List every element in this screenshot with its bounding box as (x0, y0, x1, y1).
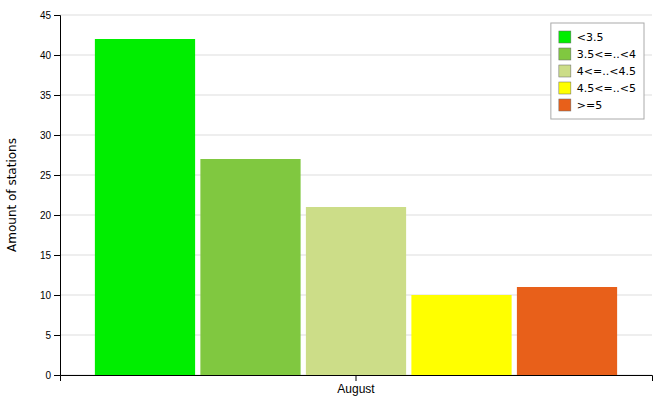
y-tick-mark (54, 95, 60, 96)
y-tick-label: 5 (45, 330, 51, 341)
y-tick-label: 25 (40, 170, 52, 181)
y-tick: 10 (40, 290, 60, 301)
bar (517, 287, 617, 375)
y-tick-mark (54, 135, 60, 136)
plot: 0 5 10 15 20 25 30 35 40 45 August <3.5 3.5<=..<4 4<=… (40, 10, 653, 396)
y-tick-label: 40 (40, 50, 52, 61)
y-tick: 15 (40, 250, 60, 261)
legend-label: 4<=..<4.5 (577, 65, 636, 78)
legend-item: >=5 (559, 99, 602, 112)
legend-swatch (559, 99, 571, 111)
x-axis: August (61, 375, 653, 396)
legend-label: >=5 (577, 99, 602, 112)
y-tick-mark (54, 15, 60, 16)
y-tick: 5 (45, 330, 60, 341)
legend-swatch (559, 31, 571, 43)
legend-item: 4.5<=..<5 (559, 82, 636, 95)
y-tick-mark (54, 375, 60, 376)
y-tick-mark (54, 215, 60, 216)
y-tick-mark (54, 335, 60, 336)
y-tick: 25 (40, 170, 60, 181)
y-tick-mark (54, 175, 60, 176)
legend-item: 3.5<=..<4 (559, 48, 636, 61)
y-tick-label: 30 (40, 130, 52, 141)
bar (411, 295, 511, 375)
legend-label: 3.5<=..<4 (577, 48, 636, 61)
y-tick: 35 (40, 90, 60, 101)
grid-line (60, 15, 652, 16)
y-tick: 45 (40, 10, 60, 21)
y-tick-label: 15 (40, 250, 52, 261)
x-tick: August (337, 375, 375, 396)
y-axis-line (54, 16, 61, 376)
y-tick-mark (54, 55, 60, 56)
legend-swatch (559, 82, 571, 94)
legend-box (551, 23, 644, 119)
y-tick-mark (54, 255, 60, 256)
grid (60, 15, 652, 375)
x-tick-label: August (337, 382, 375, 396)
bar (306, 207, 406, 375)
y-tick: 0 (45, 370, 60, 381)
y-tick: 40 (40, 50, 60, 61)
legend-label: <3.5 (577, 31, 604, 44)
legend-swatch (559, 65, 571, 77)
bar (95, 39, 195, 375)
legend-item: <3.5 (559, 31, 604, 44)
legend-swatch (559, 48, 571, 60)
y-tick-label: 10 (40, 290, 52, 301)
y-axis: 0 5 10 15 20 25 30 35 40 45 (40, 10, 61, 381)
legend: <3.5 3.5<=..<4 4<=..<4.5 4.5<=..<5 >=5 (551, 23, 644, 119)
bar (200, 159, 300, 375)
legend-label: 4.5<=..<5 (577, 82, 636, 95)
y-tick-label: 35 (40, 90, 52, 101)
y-tick-label: 0 (45, 370, 51, 381)
chart: 0 5 10 15 20 25 30 35 40 45 August <3.5 3.5<=..<4 4<=… (0, 0, 667, 415)
x-tick-mark (356, 375, 357, 381)
x-axis-line (61, 376, 653, 382)
legend-item: 4<=..<4.5 (559, 65, 636, 78)
y-tick-label: 20 (40, 210, 52, 221)
y-tick: 30 (40, 130, 60, 141)
y-axis-title: Amount of stations (5, 138, 19, 252)
y-tick-mark (54, 295, 60, 296)
y-tick-label: 45 (40, 10, 52, 21)
bars (95, 39, 617, 375)
y-tick: 20 (40, 210, 60, 221)
